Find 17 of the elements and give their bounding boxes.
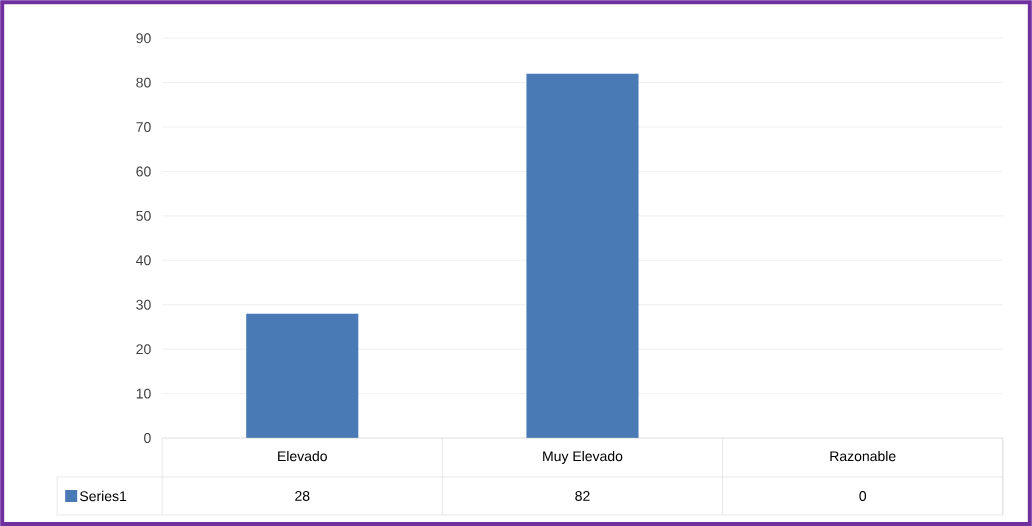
data-label: 82 [575, 490, 590, 501]
data-label: 28 [295, 490, 310, 501]
y-tick-label: 90 [136, 33, 151, 44]
y-tick-label: 70 [136, 121, 151, 132]
data-label: 0 [859, 490, 867, 501]
legend-label: Series1 [80, 490, 127, 502]
y-tick-label: 50 [136, 210, 151, 221]
y-tick-label: 40 [136, 255, 151, 266]
y-tick-label: 80 [136, 77, 151, 88]
y-tick-label: 30 [136, 299, 151, 310]
y-tick-label: 10 [136, 388, 151, 399]
y-tick-label: 20 [136, 344, 151, 355]
x-tick-label: Muy Elevado [543, 450, 623, 464]
x-tick-label: Razonable [830, 450, 896, 462]
y-tick-label: 60 [136, 166, 151, 177]
x-tick-label: Elevado [278, 450, 327, 462]
y-tick-label: 0 [144, 432, 151, 443]
